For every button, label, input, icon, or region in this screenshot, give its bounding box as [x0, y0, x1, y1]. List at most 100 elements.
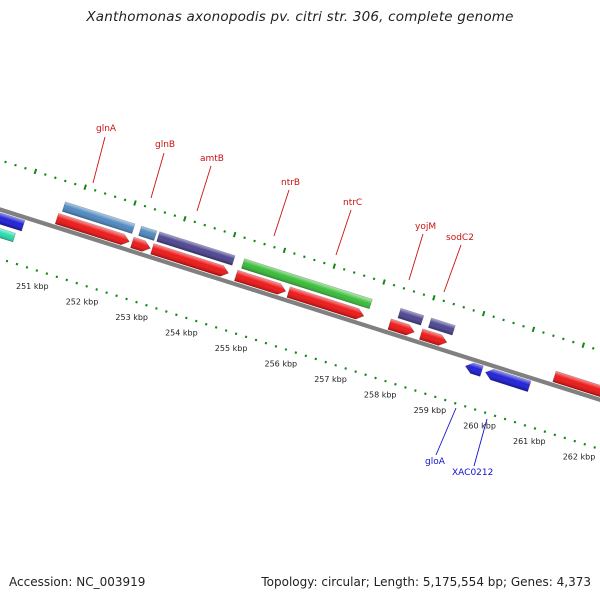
svg-text:ntrC: ntrC — [343, 198, 362, 208]
scale-tick — [483, 411, 487, 415]
scale-tick — [125, 297, 128, 301]
scale-tick — [95, 288, 98, 291]
scale-tick — [313, 258, 316, 262]
scale-tick — [214, 325, 218, 329]
scale-tick — [64, 179, 67, 183]
svg-text:sodC2: sodC2 — [446, 233, 474, 243]
scale-tick — [481, 310, 486, 317]
scale-tick — [244, 335, 248, 339]
scale-tick — [113, 195, 117, 199]
cds-arrow-yojM — [387, 318, 415, 336]
scale-label: 255 kbp — [215, 344, 248, 353]
scale-tick — [593, 446, 596, 449]
gene-bar-amtB — [156, 231, 236, 266]
scale-tick — [424, 392, 427, 396]
scale-tick — [203, 223, 207, 227]
scale-label: 261 kbp — [513, 437, 546, 446]
scale-label: 252 kbp — [66, 298, 99, 307]
scale-tick — [54, 176, 57, 180]
scale-tick — [572, 340, 575, 344]
scale-label: 258 kbp — [364, 391, 397, 400]
scale-tick — [314, 357, 318, 361]
scale-tick — [282, 247, 287, 254]
scale-tick — [404, 386, 407, 389]
scale-label: 257 kbp — [314, 375, 347, 384]
scale-tick — [443, 398, 447, 402]
scale-tick — [232, 231, 237, 238]
scale-tick — [573, 439, 577, 443]
scale-tick — [105, 291, 108, 294]
scale-tick — [193, 220, 197, 224]
scale-tick — [293, 252, 296, 255]
scale-tick — [85, 285, 88, 288]
scale-tick — [591, 346, 595, 350]
scale-tick — [324, 360, 328, 364]
svg-text:glnA: glnA — [96, 124, 117, 134]
svg-text:ntrB: ntrB — [281, 178, 300, 188]
scale-tick — [24, 166, 27, 170]
scale-tick — [254, 338, 258, 342]
scale-tick — [542, 331, 545, 334]
reverse-cds-gloA — [464, 362, 484, 377]
scale-tick — [493, 414, 497, 418]
scale-tick — [33, 168, 38, 175]
scale-label: 262 kbp — [563, 453, 596, 462]
scale-tick — [372, 277, 376, 281]
scale-tick — [394, 382, 397, 386]
scale-tick — [123, 198, 127, 202]
genome-title: Xanthomonas axonopodis pv. citri str. 30… — [86, 9, 514, 25]
scale-tick — [175, 313, 178, 317]
scale-label: 260 kbp — [463, 422, 496, 431]
svg-text:XAC0212: XAC0212 — [452, 468, 493, 478]
outer-tick-ring — [4, 160, 595, 350]
scale-tick — [362, 274, 366, 278]
scale-tick — [552, 334, 555, 338]
scale-tick — [581, 342, 586, 349]
scale-tick — [463, 405, 467, 408]
scale-tick — [392, 283, 396, 287]
scale-tick — [25, 265, 29, 269]
scale-label: 251 kbp — [16, 282, 49, 291]
scale-tick — [402, 286, 406, 290]
scale-tick — [183, 215, 187, 222]
scale-tick — [522, 324, 525, 328]
scale-tick — [453, 401, 457, 405]
scale-tick — [462, 305, 466, 309]
scale-tick — [323, 261, 326, 265]
scale-tick — [103, 192, 107, 195]
scale-tick — [332, 263, 336, 269]
scale-tick — [562, 337, 565, 341]
reverse-gene-left-edge — [0, 212, 26, 232]
scale-tick — [263, 242, 266, 246]
gene-bar-sodC2 — [428, 317, 456, 336]
scale-tick — [65, 278, 69, 282]
scale-tick — [583, 442, 587, 446]
scale-tick — [543, 430, 547, 434]
scale-tick — [204, 322, 208, 326]
gene-bar-ntrB-ntrC — [241, 258, 373, 310]
scale-tick — [374, 376, 377, 380]
scale-tick — [434, 395, 437, 399]
genome-backbone — [0, 207, 600, 403]
scale-tick — [44, 173, 47, 176]
scale-tick — [185, 316, 188, 320]
gene-label-glnB: glnB — [150, 140, 175, 199]
scale-tick — [553, 433, 557, 437]
gene-label-sodC2: sodC2 — [443, 233, 474, 293]
scale-tick — [303, 255, 306, 259]
scale-tick — [83, 184, 87, 191]
scale-tick — [5, 259, 9, 263]
scale-tick — [155, 307, 158, 310]
scale-tick — [472, 309, 475, 312]
scale-tick — [473, 408, 477, 411]
scale-tick — [523, 423, 527, 427]
cds-arrow-amtB — [150, 243, 229, 277]
scale-tick — [273, 245, 276, 249]
scale-tick — [533, 427, 537, 430]
accession-text: Accession: NC_003919 — [9, 575, 146, 589]
scale-tick — [234, 332, 238, 336]
scale-tick — [133, 200, 137, 206]
scale-tick — [384, 379, 387, 383]
svg-text:gloA: gloA — [425, 457, 446, 467]
scale-tick — [492, 315, 495, 319]
